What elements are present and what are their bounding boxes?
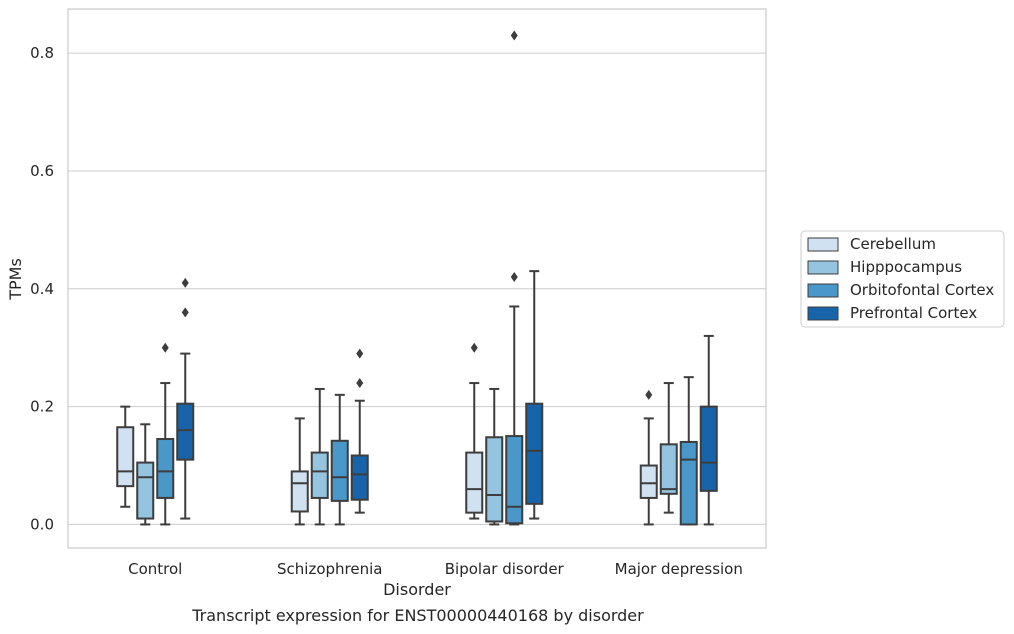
legend: Cerebellum Hipppocampus Orbitofontal Corte… bbox=[800, 230, 1005, 328]
y-axis-ticks: 0.0 0.2 0.4 0.6 0.8 bbox=[30, 44, 54, 533]
outlier-point bbox=[470, 342, 478, 353]
box-body bbox=[116, 426, 135, 488]
box-body bbox=[505, 435, 524, 525]
box-prefrontal-cortex bbox=[176, 277, 195, 520]
box-body bbox=[525, 402, 544, 505]
legend-swatch bbox=[807, 306, 839, 321]
outlier-point bbox=[161, 342, 169, 353]
box-body bbox=[659, 443, 678, 495]
x-tick-label: Bipolar disorder bbox=[445, 560, 565, 578]
y-tick-label: 0.8 bbox=[30, 44, 54, 62]
y-tick-label: 0.0 bbox=[30, 515, 54, 533]
box-body bbox=[485, 436, 504, 523]
box-body bbox=[136, 461, 155, 520]
box-orbitofontal-cortex bbox=[679, 376, 698, 526]
box-groups bbox=[116, 30, 718, 526]
box-cerebellum bbox=[116, 405, 135, 508]
y-tick-label: 0.6 bbox=[30, 162, 54, 180]
outlier-point bbox=[356, 378, 364, 389]
box-orbitofontal-cortex bbox=[505, 30, 524, 526]
x-tick-label: Control bbox=[128, 560, 182, 578]
y-tick-label: 0.4 bbox=[30, 280, 54, 298]
outlier-point bbox=[181, 307, 189, 318]
x-axis-ticks: Control Schizophrenia Bipolar disorder Majo… bbox=[128, 560, 743, 578]
legend-label: Cerebellum bbox=[850, 235, 936, 253]
legend-swatch bbox=[807, 260, 839, 275]
box-body bbox=[465, 451, 484, 514]
box-hipppocampus bbox=[136, 423, 155, 526]
legend-swatch bbox=[807, 237, 839, 252]
outlier-point bbox=[510, 30, 518, 41]
box-body bbox=[350, 454, 369, 501]
box-body bbox=[679, 440, 698, 526]
box-prefrontal-cortex bbox=[525, 270, 544, 520]
box-orbitofontal-cortex bbox=[156, 342, 175, 526]
box-body bbox=[310, 451, 329, 499]
box-cerebellum bbox=[465, 342, 484, 520]
legend-frame bbox=[800, 230, 1005, 328]
chart-caption: Transcript expression for ENST0000044016… bbox=[192, 606, 644, 625]
x-tick-label: Schizophrenia bbox=[277, 560, 382, 578]
y-tick-label: 0.2 bbox=[30, 398, 54, 416]
legend-label: Hipppocampus bbox=[850, 258, 962, 276]
box-cerebellum bbox=[290, 417, 309, 526]
outlier-point bbox=[356, 348, 364, 359]
outlier-point bbox=[181, 277, 189, 288]
box-hipppocampus bbox=[310, 387, 329, 526]
box-body bbox=[699, 405, 718, 492]
box-body bbox=[330, 439, 349, 502]
legend-swatch bbox=[807, 283, 839, 298]
box-hipppocampus bbox=[485, 387, 504, 526]
box-hipppocampus bbox=[659, 382, 678, 514]
x-axis-label: Disorder bbox=[383, 580, 451, 599]
box-cerebellum bbox=[639, 389, 658, 526]
box-orbitofontal-cortex bbox=[330, 393, 349, 526]
legend-label: Orbitofontal Cortex bbox=[850, 281, 994, 299]
plot-frame bbox=[67, 8, 767, 549]
box-body bbox=[639, 464, 658, 499]
y-axis-label: TPMs bbox=[6, 258, 25, 301]
box-body bbox=[176, 402, 195, 461]
x-tick-label: Major depression bbox=[615, 560, 743, 578]
box-prefrontal-cortex bbox=[350, 348, 369, 514]
box-body bbox=[290, 470, 309, 513]
box-body bbox=[156, 438, 175, 499]
outlier-point bbox=[645, 389, 653, 400]
legend-label: Prefrontal Cortex bbox=[850, 304, 977, 322]
outlier-point bbox=[510, 272, 518, 283]
box-prefrontal-cortex bbox=[699, 334, 718, 526]
